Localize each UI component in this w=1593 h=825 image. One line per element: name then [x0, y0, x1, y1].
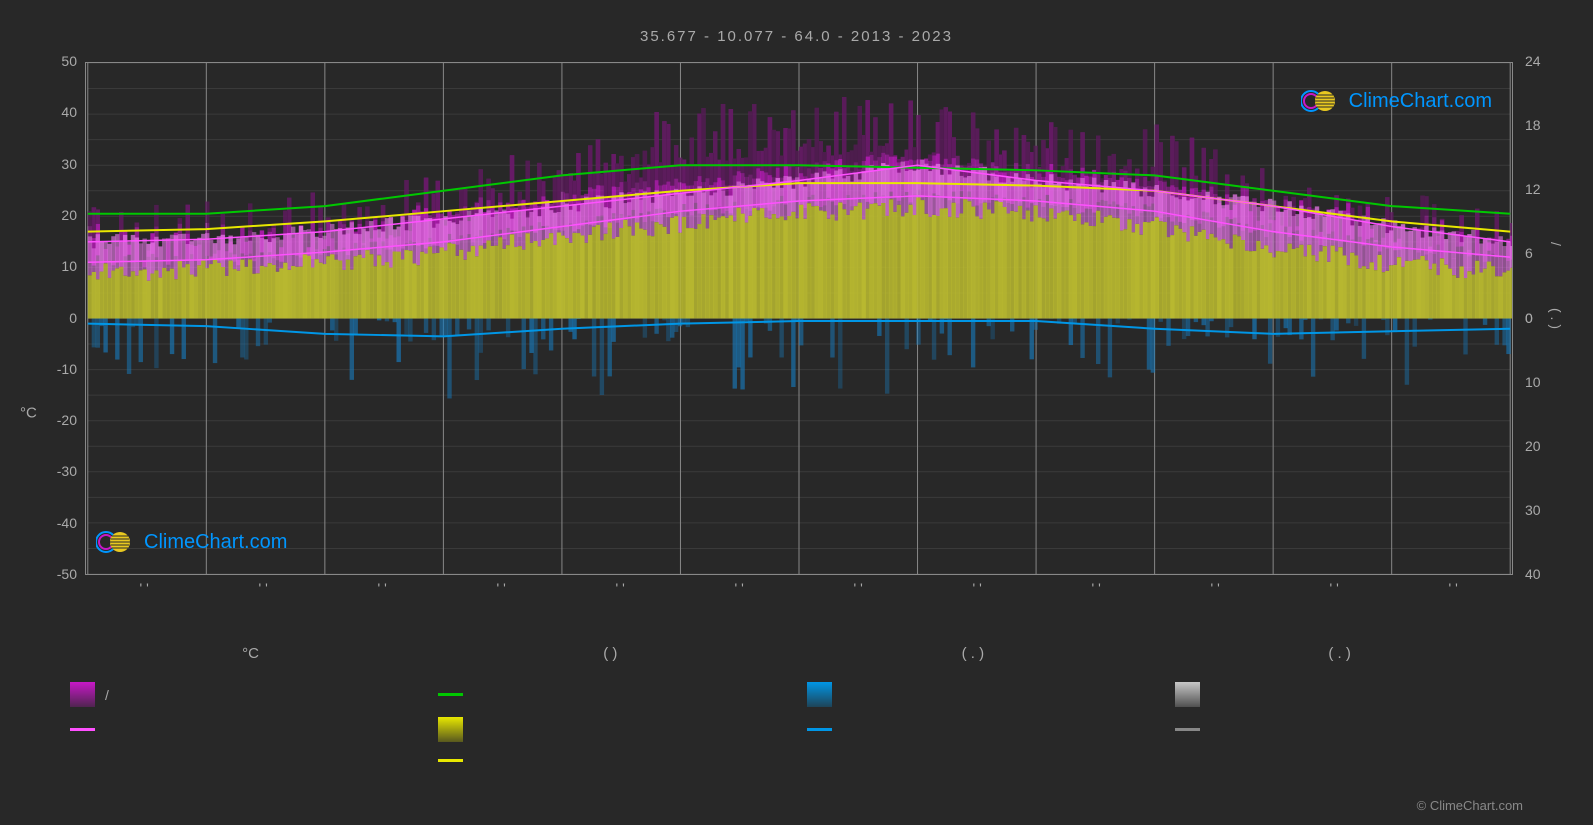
x-tick: ' ' [854, 580, 863, 596]
y-axis-left-label: °C [20, 404, 37, 421]
copyright: © ClimeChart.com [1417, 798, 1523, 813]
logo-icon [96, 528, 136, 556]
y-left-tick: -30 [57, 463, 77, 479]
legend-item [807, 682, 1155, 707]
legend-item [70, 717, 418, 742]
legend: °C ( ) ( . ) ( . ) / [70, 645, 1523, 795]
y-left-tick: -20 [57, 412, 77, 428]
legend-item [438, 752, 786, 768]
legend-swatch [807, 682, 832, 707]
legend-line [1175, 728, 1200, 731]
y-right-tick: 6 [1525, 245, 1533, 261]
x-tick: ' ' [735, 580, 744, 596]
legend-line [438, 693, 463, 696]
legend-item [1175, 682, 1523, 707]
y-right-label: / [1548, 242, 1564, 246]
legend-swatch [1175, 682, 1200, 707]
legend-swatch [70, 682, 95, 707]
y-right-tick: 18 [1525, 117, 1541, 133]
y-right-tick: 40 [1525, 566, 1541, 582]
legend-line [70, 728, 95, 731]
y-right-label: ( . ) [1548, 308, 1564, 329]
legend-line [807, 728, 832, 731]
chart-plot-area: ClimeChart.com ClimeChart.com [85, 62, 1513, 575]
watermark-bottom: ClimeChart.com [96, 528, 287, 556]
x-tick: ' ' [259, 580, 268, 596]
watermark-text: ClimeChart.com [144, 531, 287, 554]
legend-items: / [70, 682, 1523, 768]
x-tick: ' ' [616, 580, 625, 596]
y-right-tick: 20 [1525, 438, 1541, 454]
logo-icon [1301, 87, 1341, 115]
y-left-tick: -40 [57, 515, 77, 531]
y-left-tick: 30 [61, 156, 77, 172]
y-right-tick: 10 [1525, 374, 1541, 390]
watermark-top: ClimeChart.com [1301, 87, 1492, 115]
y-left-tick: 10 [61, 258, 77, 274]
x-tick: ' ' [973, 580, 982, 596]
y-right-tick: 12 [1525, 181, 1541, 197]
legend-item [438, 717, 786, 742]
y-right-tick: 30 [1525, 502, 1541, 518]
y-left-tick: 20 [61, 207, 77, 223]
y-left-tick: 40 [61, 104, 77, 120]
x-tick: ' ' [497, 580, 506, 596]
y-right-tick: 0 [1525, 310, 1533, 326]
y-left-tick: 50 [61, 53, 77, 69]
location-text: 35.677 - 10.077 - 64.0 - 2013 - 2023 [640, 28, 953, 45]
legend-label: / [105, 687, 109, 703]
header-info: 35.677 - 10.077 - 64.0 - 2013 - 2023 [0, 28, 1593, 45]
legend-header-3: ( . ) [962, 645, 985, 662]
x-tick: ' ' [140, 580, 149, 596]
watermark-text: ClimeChart.com [1349, 90, 1492, 113]
legend-header-2: ( ) [603, 645, 617, 662]
legend-item [438, 682, 786, 707]
x-tick: ' ' [378, 580, 387, 596]
x-tick: ' ' [1092, 580, 1101, 596]
legend-swatch [438, 717, 463, 742]
legend-item [807, 717, 1155, 742]
y-right-tick: 24 [1525, 53, 1541, 69]
legend-line [438, 759, 463, 762]
legend-header-4: ( . ) [1328, 645, 1351, 662]
y-left-tick: -10 [57, 361, 77, 377]
legend-header-1: °C [242, 645, 259, 662]
x-axis-ticks: ' ' ' ' ' ' ' ' ' ' ' ' ' ' ' ' ' ' ' ' ' ' ' ' [85, 580, 1513, 605]
legend-item [70, 752, 418, 768]
legend-item: / [70, 682, 418, 707]
y-left-tick: -50 [57, 566, 77, 582]
x-tick: ' ' [1330, 580, 1339, 596]
chart-data [86, 63, 1512, 574]
legend-headers: °C ( ) ( . ) ( . ) [70, 645, 1523, 662]
legend-item [1175, 717, 1523, 742]
y-left-tick: 0 [69, 310, 77, 326]
x-tick: ' ' [1211, 580, 1220, 596]
x-tick: ' ' [1449, 580, 1458, 596]
